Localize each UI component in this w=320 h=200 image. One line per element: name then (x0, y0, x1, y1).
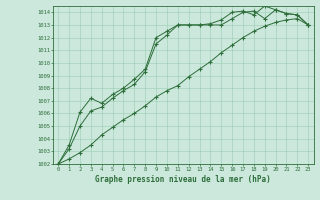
X-axis label: Graphe pression niveau de la mer (hPa): Graphe pression niveau de la mer (hPa) (95, 175, 271, 184)
